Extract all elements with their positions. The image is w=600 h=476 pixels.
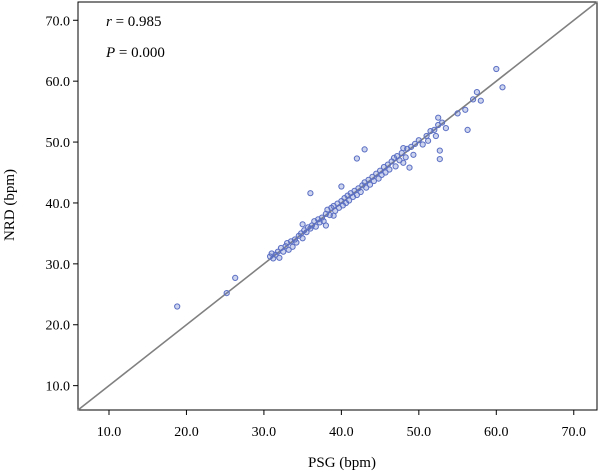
data-point: [493, 65, 500, 73]
data-point: [174, 303, 181, 310]
data-points: [174, 65, 506, 310]
x-tick-label: 20.0: [174, 425, 199, 440]
y-tick-label: 50.0: [46, 136, 71, 151]
y-tick-label: 70.0: [46, 14, 71, 29]
data-point: [390, 154, 398, 161]
data-point: [419, 141, 426, 148]
data-point: [408, 143, 415, 150]
x-tick-label: 70.0: [562, 425, 587, 440]
data-point: [289, 243, 296, 250]
y-axis: 10.0 20.0 30.0 40.0 50.0 60.0 70.0: [46, 14, 78, 395]
data-point: [366, 181, 374, 188]
data-point: [373, 170, 380, 177]
data-point: [382, 169, 389, 176]
data-point: [299, 221, 306, 228]
p-annotation: P = 0.000: [105, 45, 165, 61]
data-point: [307, 225, 314, 232]
data-point: [346, 197, 353, 204]
r-value: = 0.985: [112, 14, 162, 30]
x-tick-label: 10.0: [97, 425, 122, 440]
data-point: [291, 236, 298, 243]
data-point: [307, 190, 314, 197]
data-point: [232, 274, 239, 281]
data-point: [370, 177, 377, 185]
data-point: [425, 137, 432, 144]
data-point: [276, 254, 283, 261]
data-point: [454, 110, 461, 117]
data-point: [410, 151, 417, 158]
data-point: [431, 126, 438, 133]
y-tick-label: 60.0: [46, 75, 71, 90]
data-point: [464, 126, 471, 133]
data-point: [322, 222, 329, 229]
y-tick-label: 40.0: [46, 197, 71, 212]
data-point: [400, 159, 407, 166]
y-tick-label: 30.0: [46, 258, 71, 273]
data-point: [267, 253, 274, 260]
data-point: [402, 154, 409, 161]
data-point: [473, 89, 480, 96]
data-point: [499, 84, 506, 91]
data-point: [436, 147, 443, 154]
data-point: [432, 132, 439, 140]
data-point: [299, 235, 306, 242]
x-tick-label: 30.0: [252, 425, 277, 440]
data-point: [435, 114, 442, 121]
data-point: [415, 137, 422, 144]
data-point: [406, 164, 413, 171]
data-point: [436, 156, 443, 163]
plot-frame: [77, 1, 598, 411]
p-symbol: P: [105, 45, 115, 61]
data-point: [462, 106, 469, 113]
data-point: [470, 96, 477, 103]
data-point: [442, 125, 449, 132]
data-point: [386, 166, 393, 173]
plot-area: [77, 1, 598, 411]
data-point: [353, 155, 360, 162]
data-point: [411, 140, 419, 147]
y-tick-label: 20.0: [46, 319, 71, 334]
data-point: [477, 97, 484, 104]
x-axis-label: PSG (bpm): [308, 455, 376, 471]
data-point: [285, 246, 292, 253]
y-axis-label: NRD (bpm): [2, 169, 18, 241]
x-tick-label: 50.0: [407, 425, 432, 440]
y-tick-label: 10.0: [46, 380, 71, 395]
r-symbol: r: [106, 14, 112, 30]
data-point: [392, 163, 399, 170]
data-point: [293, 239, 300, 246]
x-tick-label: 60.0: [484, 425, 509, 440]
data-point: [361, 146, 368, 153]
data-point: [312, 223, 319, 230]
data-point: [439, 119, 446, 126]
r-annotation: r = 0.985: [106, 14, 162, 30]
x-tick-label: 40.0: [329, 425, 354, 440]
data-point: [357, 188, 364, 196]
p-value: = 0.000: [115, 45, 165, 61]
data-point: [280, 248, 287, 255]
x-axis: 10.0 20.0 30.0 40.0 50.0 60.0 70.0: [97, 410, 586, 440]
data-point: [223, 290, 230, 297]
data-point: [338, 183, 345, 190]
